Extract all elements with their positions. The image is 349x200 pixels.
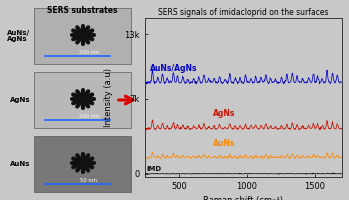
Bar	[35, 72, 131, 128]
Text: AuNs: AuNs	[10, 161, 30, 167]
Text: 200 nm: 200 nm	[79, 50, 99, 55]
Bar	[35, 136, 131, 192]
Y-axis label: Intensity (a.u): Intensity (a.u)	[104, 68, 113, 127]
Text: AgNs: AgNs	[213, 109, 235, 118]
Text: AgNs: AgNs	[10, 97, 30, 103]
Text: AuNs/
AgNs: AuNs/ AgNs	[7, 29, 30, 43]
Text: AuNs/AgNs: AuNs/AgNs	[150, 64, 198, 73]
Title: SERS signals of imidacloprid on the surfaces: SERS signals of imidacloprid on the surf…	[158, 8, 329, 17]
Text: 200 nm: 200 nm	[79, 114, 99, 119]
Text: 50 nm: 50 nm	[80, 178, 97, 183]
Bar	[35, 8, 131, 64]
X-axis label: Raman shift (cm⁻¹): Raman shift (cm⁻¹)	[203, 196, 283, 200]
Text: SERS substrates: SERS substrates	[47, 6, 118, 15]
Text: IMD: IMD	[146, 166, 161, 172]
Text: AuNs: AuNs	[213, 139, 235, 148]
